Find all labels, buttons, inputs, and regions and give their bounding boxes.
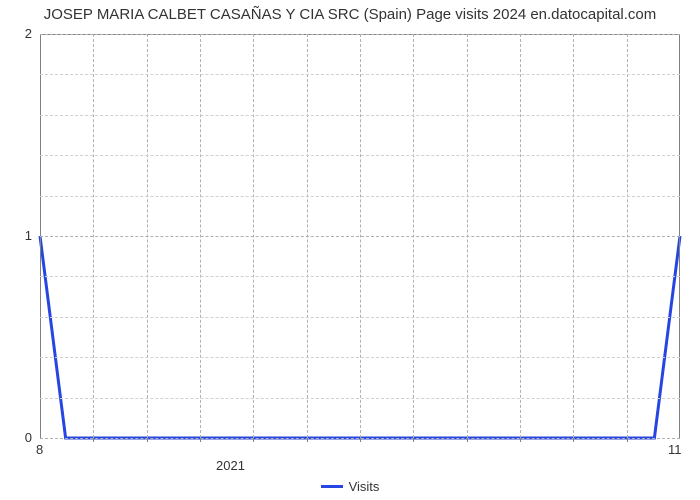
legend: Visits xyxy=(0,479,700,494)
plot-area xyxy=(40,34,680,438)
x-minor-ticks xyxy=(40,438,680,444)
chart-title: JOSEP MARIA CALBET CASAÑAS Y CIA SRC (Sp… xyxy=(0,6,700,23)
legend-swatch xyxy=(321,485,343,488)
chart-container: JOSEP MARIA CALBET CASAÑAS Y CIA SRC (Sp… xyxy=(0,0,700,500)
y-tick-label: 2 xyxy=(25,26,32,41)
x-axis-year-label: 2021 xyxy=(216,458,245,473)
x-corner-label: 8 xyxy=(36,442,43,457)
y-tick-label: 0 xyxy=(25,430,32,445)
x-corner-label: 11 xyxy=(668,442,682,457)
legend-label: Visits xyxy=(349,479,380,494)
y-tick-label: 1 xyxy=(25,228,32,243)
